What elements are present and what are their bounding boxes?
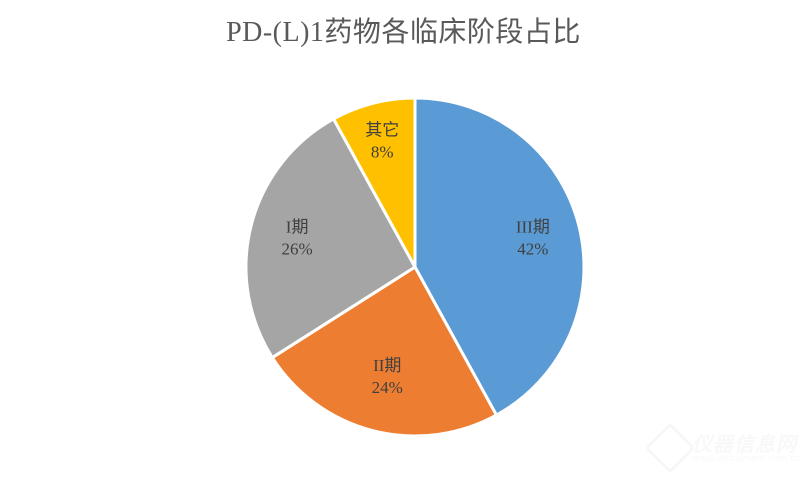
- data-label-name: I期: [286, 218, 309, 237]
- pie-slice-2: [244, 117, 417, 360]
- pie-slice-3: [332, 96, 417, 269]
- data-label-name: II期: [373, 356, 401, 375]
- pie-slice-1: [270, 265, 498, 438]
- data-label-name: III期: [516, 218, 550, 237]
- watermark: 仪器信息网 www.instrument.com.cn: [644, 422, 803, 474]
- data-label-value: 8%: [371, 142, 394, 161]
- data-label-value: 42%: [517, 240, 548, 259]
- watermark-text: 仪器信息网: [692, 432, 797, 456]
- watermark-url: www.instrument.com.cn: [692, 454, 802, 464]
- pie-slices: [244, 96, 586, 438]
- watermark-logo-icon: [644, 422, 696, 474]
- pie-slice-0: [413, 96, 586, 417]
- data-label-value: 24%: [372, 378, 403, 397]
- chart-title: PD-(L)1药物各临床阶段占比: [226, 17, 581, 48]
- data-label-value: 26%: [282, 240, 313, 259]
- pie-labels: III期 42% II期 24% I期 26% 其它 8%: [282, 120, 550, 397]
- data-label-name: 其它: [365, 120, 399, 139]
